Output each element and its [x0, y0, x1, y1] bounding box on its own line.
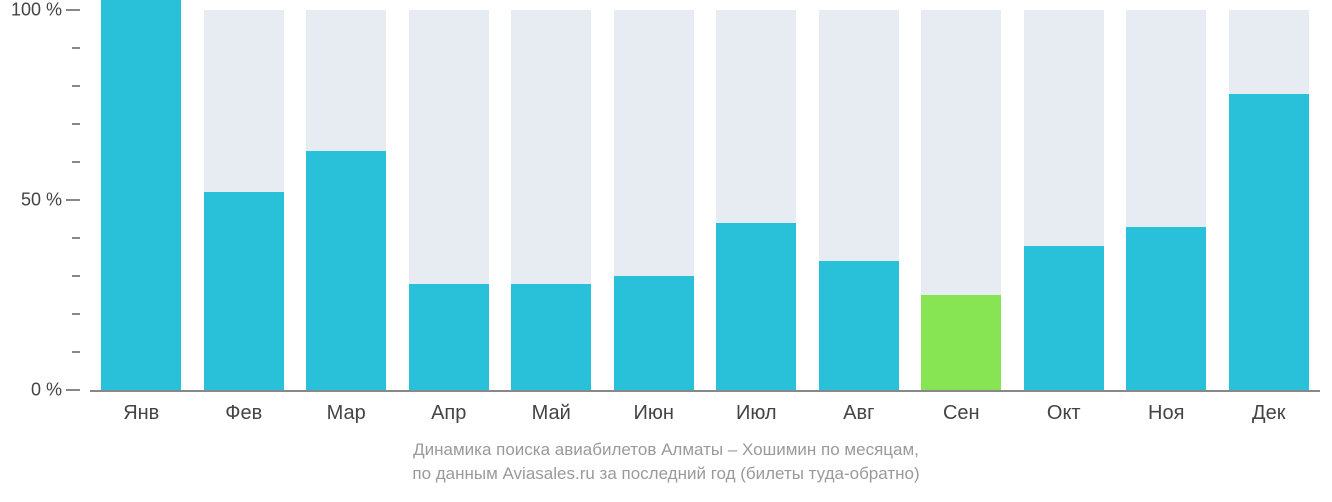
y-tick-mark	[66, 199, 80, 201]
bar	[204, 192, 284, 390]
x-axis-label: Май	[500, 392, 603, 425]
x-axis-label: Июл	[705, 392, 808, 425]
y-tick-label: 100 %	[11, 0, 62, 21]
y-minor-mark	[72, 161, 80, 163]
chart-caption: Динамика поиска авиабилетов Алматы – Хош…	[0, 438, 1332, 486]
bar	[819, 261, 899, 390]
caption-line-1: Динамика поиска авиабилетов Алматы – Хош…	[0, 438, 1332, 462]
bar	[614, 276, 694, 390]
x-axis-labels: ЯнвФевМарАпрМайИюнИюлАвгСенОктНояДек	[90, 392, 1320, 425]
bar	[511, 284, 591, 390]
bar-slot	[1013, 10, 1116, 390]
y-tick-label: 50 %	[21, 190, 62, 211]
bar-overflow	[101, 0, 181, 10]
y-minor-mark	[72, 85, 80, 87]
bar-slot	[1115, 10, 1218, 390]
x-axis-label: Окт	[1013, 392, 1116, 425]
bar	[1126, 227, 1206, 390]
y-tick-mark	[66, 389, 80, 391]
x-axis-label: Авг	[808, 392, 911, 425]
y-tick-label: 0 %	[31, 380, 62, 401]
x-axis-label: Мар	[295, 392, 398, 425]
x-axis-label: Апр	[398, 392, 501, 425]
x-axis-label: Июн	[603, 392, 706, 425]
bar	[716, 223, 796, 390]
bar	[101, 10, 181, 390]
bar-slot	[808, 10, 911, 390]
y-tick-mark	[66, 9, 80, 11]
bar-slot	[603, 10, 706, 390]
y-minor-mark	[72, 313, 80, 315]
plot-area	[90, 10, 1320, 390]
y-axis: 0 %50 %100 %	[0, 10, 90, 390]
y-minor-mark	[72, 351, 80, 353]
bar	[1024, 246, 1104, 390]
x-axis-label: Сен	[910, 392, 1013, 425]
bar	[409, 284, 489, 390]
caption-line-2: по данным Aviasales.ru за последний год …	[0, 462, 1332, 486]
bar-slot	[500, 10, 603, 390]
y-minor-mark	[72, 123, 80, 125]
bar-slot	[90, 10, 193, 390]
bar-slot	[193, 10, 296, 390]
bar	[1229, 94, 1309, 390]
bar	[921, 295, 1001, 390]
y-minor-mark	[72, 47, 80, 49]
x-axis-label: Янв	[90, 392, 193, 425]
bar-slot	[1218, 10, 1321, 390]
bar-chart: 0 %50 %100 % ЯнвФевМарАпрМайИюнИюлАвгСен…	[0, 0, 1332, 502]
bar-slot	[295, 10, 398, 390]
bar-slot	[705, 10, 808, 390]
bar-slot	[910, 10, 1013, 390]
y-minor-mark	[72, 237, 80, 239]
bar-slot	[398, 10, 501, 390]
bars-container	[90, 10, 1320, 390]
y-minor-mark	[72, 275, 80, 277]
x-axis-label: Фев	[193, 392, 296, 425]
bar	[306, 151, 386, 390]
x-axis-label: Дек	[1218, 392, 1321, 425]
x-axis-label: Ноя	[1115, 392, 1218, 425]
